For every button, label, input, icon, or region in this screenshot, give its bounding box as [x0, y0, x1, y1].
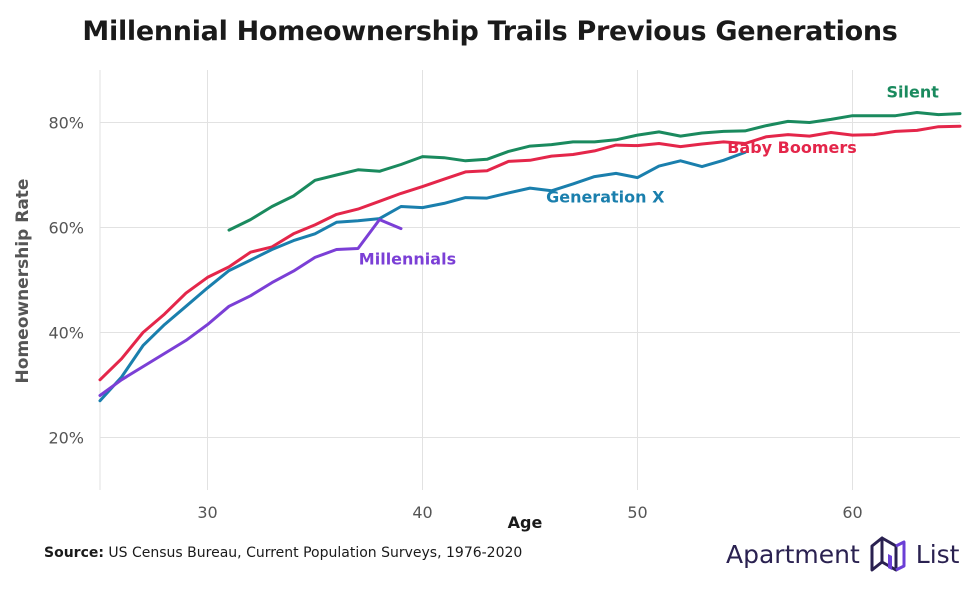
brand-name-part2: List — [915, 539, 960, 569]
source-label: Source: — [44, 545, 104, 561]
series-line-generation-x — [98, 150, 747, 403]
x-tick-label: 60 — [842, 503, 862, 522]
x-axis-ticks: 30 40 50 60 — [197, 503, 862, 522]
series-lines — [98, 111, 962, 403]
series-label-silent: Silent — [887, 82, 940, 101]
series-label-generation-x: Generation X — [546, 187, 665, 206]
brand-name-part1: Apartment — [726, 539, 860, 569]
source-note: Source: US Census Bureau, Current Popula… — [44, 545, 522, 561]
y-axis-label: Homeownership Rate — [13, 179, 33, 384]
brand-logo: Apartment List — [726, 534, 959, 574]
y-tick-label: 80% — [48, 114, 84, 133]
y-tick-label: 20% — [48, 429, 84, 448]
series-labels: Silent Baby Boomers Generation X Millennial… — [359, 82, 939, 268]
series-label-millennials: Millennials — [359, 249, 456, 268]
y-tick-label: 40% — [48, 324, 84, 343]
x-tick-label: 30 — [197, 503, 217, 522]
apartment-list-logo-icon — [870, 536, 906, 572]
y-axis-ticks: 20% 40% 60% 80% — [48, 114, 84, 448]
series-label-baby-boomers: Baby Boomers — [727, 138, 857, 157]
source-text: US Census Bureau, Current Population Sur… — [103, 545, 523, 561]
x-tick-label: 50 — [627, 503, 647, 522]
x-tick-label: 40 — [412, 503, 432, 522]
series-line-baby-boomers — [98, 124, 962, 382]
series-line-millennials — [98, 218, 403, 397]
series-line-silent — [227, 111, 962, 232]
chart-title: Millennial Homeownership Trails Previous… — [82, 16, 898, 47]
y-tick-label: 60% — [48, 219, 84, 238]
x-axis-label: Age — [508, 513, 543, 532]
